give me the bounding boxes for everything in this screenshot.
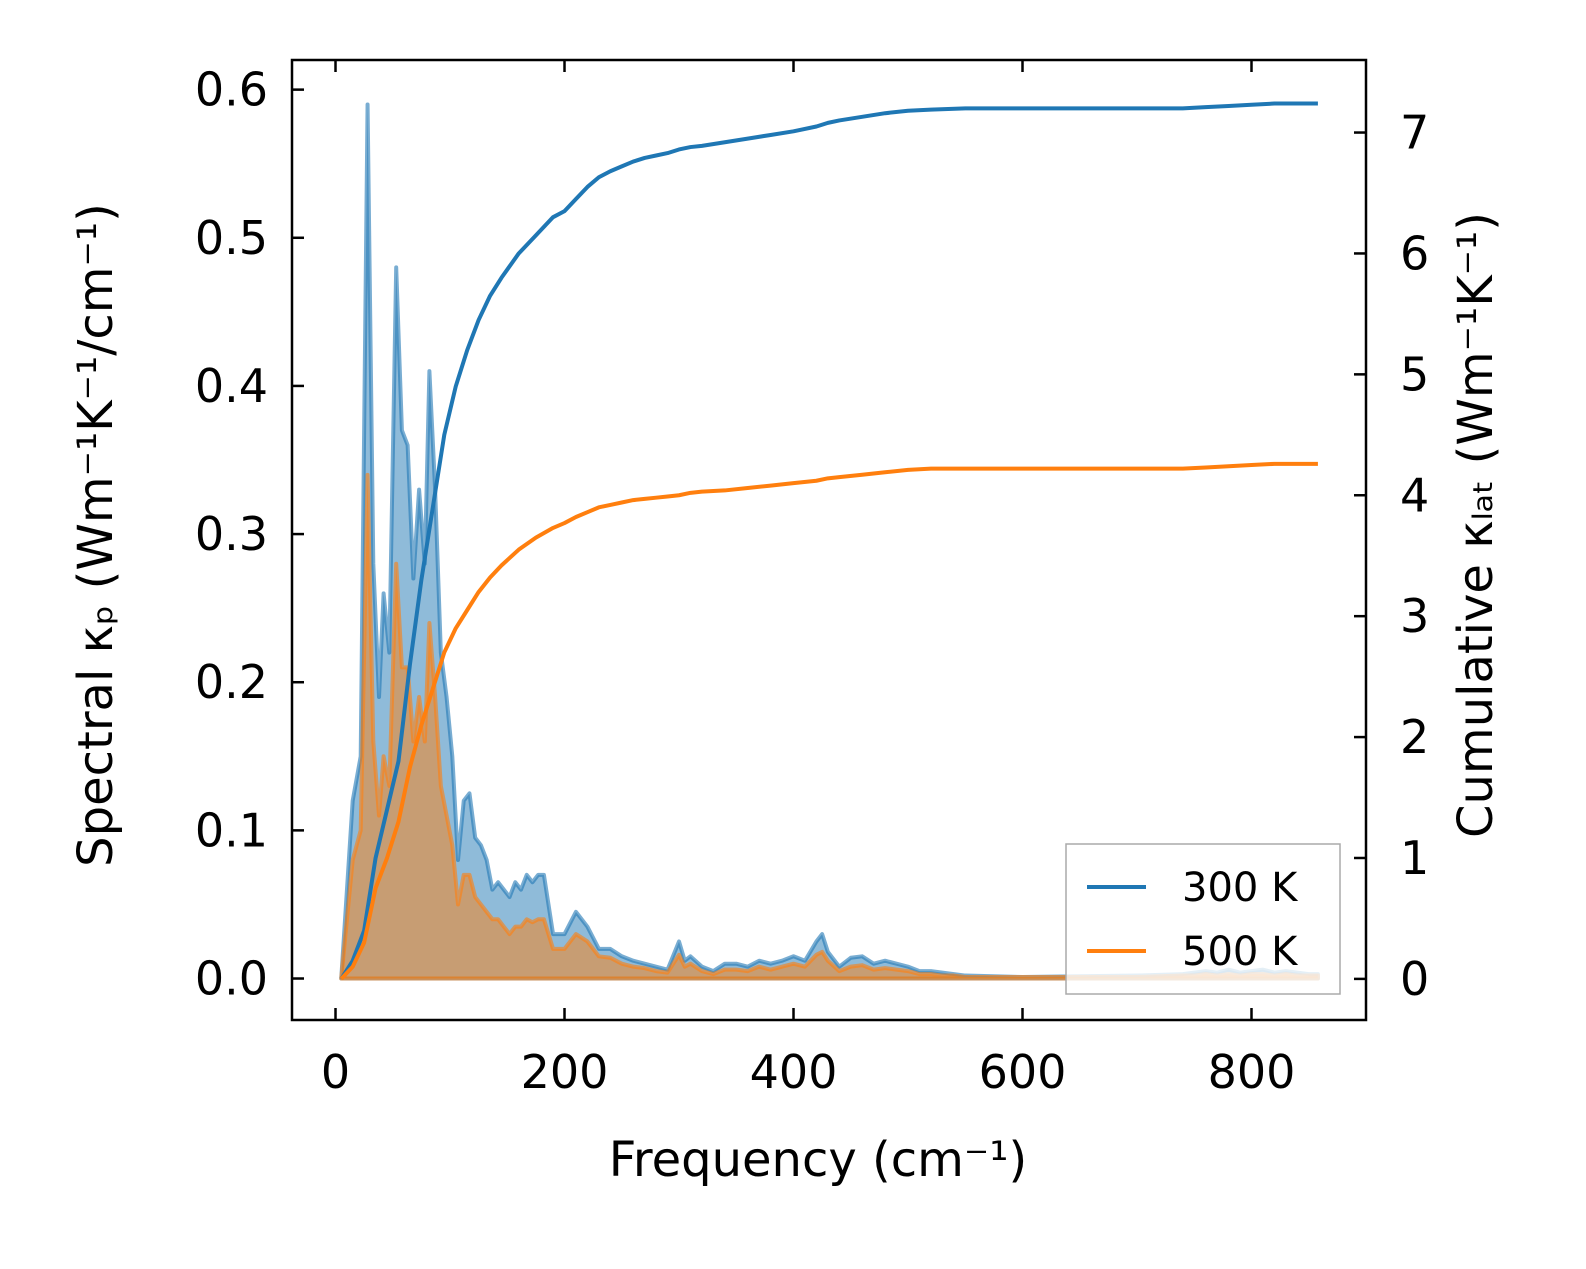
plot-frame [290, 58, 1368, 1022]
legend-box [1065, 843, 1341, 995]
y-axis-title-right: Cumulative κₗₐₜ (Wm⁻¹K⁻¹) [1448, 212, 1504, 838]
legend-label-500k: 500 K [1182, 929, 1299, 975]
y-tick-label-right-6: 6 [1400, 226, 1429, 280]
y-tick-label-right-7: 7 [1400, 106, 1429, 160]
x-axis-title: Frequency (cm⁻¹) [609, 1132, 1027, 1188]
y-tick-label-right-3: 3 [1400, 589, 1429, 643]
x-tick-label-200: 200 [521, 1045, 609, 1099]
y-tick-label-right-5: 5 [1400, 347, 1429, 401]
legend-label-300k: 300 K [1182, 865, 1299, 911]
y-tick-label-left-4: 0.4 [195, 359, 268, 413]
cumulative-lines [339, 101, 1318, 981]
y-tick-label-left-3: 0.3 [195, 507, 268, 561]
x-tick-label-0: 0 [321, 1045, 350, 1099]
y-tick-label-right-0: 0 [1400, 952, 1429, 1006]
y-tick-label-left-2: 0.2 [195, 655, 268, 709]
x-tick-label-800: 800 [1208, 1045, 1296, 1099]
x-tick-label-600: 600 [979, 1045, 1067, 1099]
tick-marks [292, 60, 1366, 1020]
y-tick-label-left-1: 0.1 [195, 803, 268, 857]
y-axis-title-left: Spectral κₚ (Wm⁻¹K⁻¹/cm⁻¹) [68, 203, 124, 867]
y-tick-label-left-6: 0.6 [195, 63, 268, 117]
y-tick-label-left-0: 0.0 [195, 952, 268, 1006]
x-tick-label-400: 400 [750, 1045, 838, 1099]
y-tick-label-right-1: 1 [1400, 831, 1429, 885]
y-tick-label-right-2: 2 [1400, 710, 1429, 764]
y-tick-label-right-4: 4 [1400, 468, 1429, 522]
y-tick-label-left-5: 0.5 [195, 211, 268, 265]
cumulative-line-300k [339, 101, 1318, 980]
tick-labels: 0 200 400 600 800 0.0 0.1 0.2 0.3 0.4 0.5 0.6 0 1 2 3 4 5… [195, 63, 1429, 1099]
legend: 300 K 500 K [1065, 843, 1341, 995]
cumulative-line-500k [339, 461, 1318, 981]
